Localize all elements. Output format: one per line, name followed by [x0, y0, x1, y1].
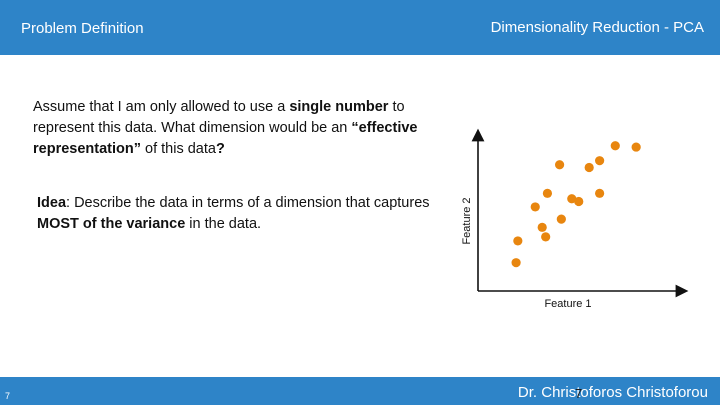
- scatter-point: [511, 258, 521, 268]
- scatter-plot-svg: Feature 1 Feature 2: [461, 128, 689, 310]
- scatter-point: [595, 188, 605, 198]
- slide-section-title: Problem Definition: [21, 20, 144, 37]
- scatter-point: [541, 232, 551, 242]
- footer-bar: 7 Dr. Christoforos Christoforou 7: [0, 377, 720, 405]
- scatter-point: [542, 188, 553, 198]
- para1-segment: “effective representation”: [33, 120, 418, 157]
- para1-segment: ?: [215, 141, 225, 157]
- scatter-point: [530, 202, 540, 212]
- page-number-overlay: 7: [575, 386, 583, 401]
- scatter-point: [537, 222, 547, 232]
- scatter-point: [567, 194, 577, 204]
- scatter-point: [555, 160, 565, 170]
- scatter-point: [584, 162, 594, 173]
- question-paragraph: Assume that I am only allowed to use a s…: [33, 97, 453, 160]
- para1-segment: Assume that I am only allowed to use a: [33, 99, 290, 115]
- header-bar: Problem Definition Dimensionality Reduct…: [0, 0, 720, 55]
- para2-segment: MOST of the variance: [37, 216, 186, 232]
- para1-segment: to represent this data. What dimension w…: [33, 99, 405, 136]
- scatter-point: [631, 142, 641, 152]
- x-axis-label: Feature 1: [544, 298, 591, 310]
- author-name: Dr. Christoforos Christoforou: [517, 384, 708, 401]
- slide-topic-title: Dimensionality Reduction - PCA: [490, 19, 704, 36]
- scatter-plot: Feature 1 Feature 2: [456, 75, 696, 315]
- para2-segment: in the data.: [185, 216, 262, 232]
- slide-number: 7: [5, 391, 11, 401]
- data-points: [511, 141, 641, 268]
- scatter-point: [556, 214, 566, 224]
- scatter-point: [513, 236, 523, 246]
- scatter-point: [610, 141, 620, 151]
- idea-paragraph: Idea: Describe the data in terms of a di…: [37, 193, 437, 235]
- para2-segment: : Describe the data in terms of a dimens…: [66, 195, 430, 211]
- para2-segment: Idea: [37, 195, 67, 211]
- para1-segment: single number: [289, 99, 389, 115]
- slide-content: Assume that I am only allowed to use a s…: [0, 55, 720, 377]
- para1-segment: of this data: [140, 141, 216, 157]
- scatter-point: [574, 196, 584, 207]
- scatter-point: [595, 156, 605, 166]
- y-axis-label: Feature 2: [461, 197, 473, 244]
